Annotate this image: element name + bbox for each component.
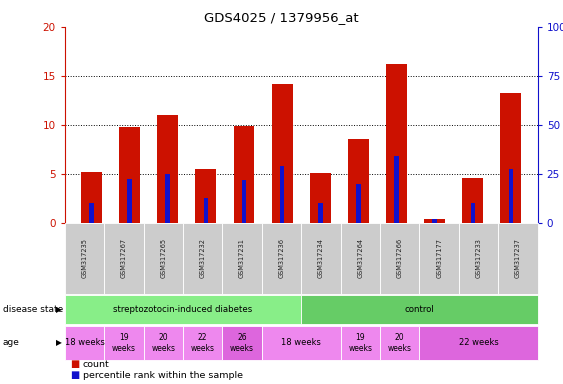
Text: count: count (83, 361, 110, 369)
Bar (508, 169, 513, 223)
Text: GSM317234: GSM317234 (318, 238, 324, 278)
Bar (204, 198, 208, 223)
Text: streptozotocin-induced diabetes: streptozotocin-induced diabetes (113, 305, 253, 314)
Text: GSM317237: GSM317237 (515, 238, 521, 278)
Bar (462, 178, 483, 223)
Text: age: age (3, 338, 20, 348)
Text: 22
weeks: 22 weeks (191, 333, 215, 353)
Bar (234, 126, 254, 223)
Text: 18 weeks: 18 weeks (65, 338, 104, 348)
Bar (471, 203, 475, 223)
Bar (280, 166, 284, 223)
Bar (424, 219, 445, 223)
Text: GSM317233: GSM317233 (476, 238, 481, 278)
Text: percentile rank within the sample: percentile rank within the sample (83, 371, 243, 380)
Text: GSM317266: GSM317266 (397, 238, 403, 278)
Bar (271, 84, 293, 223)
Bar (356, 184, 361, 223)
Text: GSM317267: GSM317267 (121, 238, 127, 278)
Bar (432, 219, 437, 223)
Bar (89, 203, 94, 223)
Text: control: control (405, 305, 434, 314)
Bar (157, 115, 178, 223)
Bar (81, 172, 102, 223)
Bar (195, 169, 216, 223)
Text: GSM317235: GSM317235 (82, 238, 87, 278)
Text: 19
weeks: 19 weeks (112, 333, 136, 353)
Bar (501, 93, 521, 223)
Text: 26
weeks: 26 weeks (230, 333, 254, 353)
Text: ▶: ▶ (56, 338, 62, 348)
Text: disease state: disease state (3, 305, 63, 314)
Text: 18 weeks: 18 weeks (282, 338, 321, 348)
Text: GSM317265: GSM317265 (160, 238, 166, 278)
Text: GSM317264: GSM317264 (358, 238, 363, 278)
Text: ▶: ▶ (56, 305, 62, 314)
Text: GSM317236: GSM317236 (279, 238, 284, 278)
Text: GSM317177: GSM317177 (436, 238, 442, 278)
Bar (394, 156, 399, 223)
Bar (242, 180, 246, 223)
Bar (318, 203, 323, 223)
Text: 19
weeks: 19 weeks (348, 333, 372, 353)
Text: 22 weeks: 22 weeks (459, 338, 498, 348)
Text: ■: ■ (70, 359, 79, 369)
Text: GSM317232: GSM317232 (200, 238, 205, 278)
Bar (386, 64, 407, 223)
Bar (348, 139, 369, 223)
Text: GSM317231: GSM317231 (239, 238, 245, 278)
Bar (310, 173, 331, 223)
Text: 20
weeks: 20 weeks (151, 333, 175, 353)
Text: GDS4025 / 1379956_at: GDS4025 / 1379956_at (204, 12, 359, 25)
Bar (119, 127, 140, 223)
Text: 20
weeks: 20 weeks (388, 333, 412, 353)
Text: ■: ■ (70, 370, 79, 380)
Bar (166, 174, 170, 223)
Bar (127, 179, 132, 223)
